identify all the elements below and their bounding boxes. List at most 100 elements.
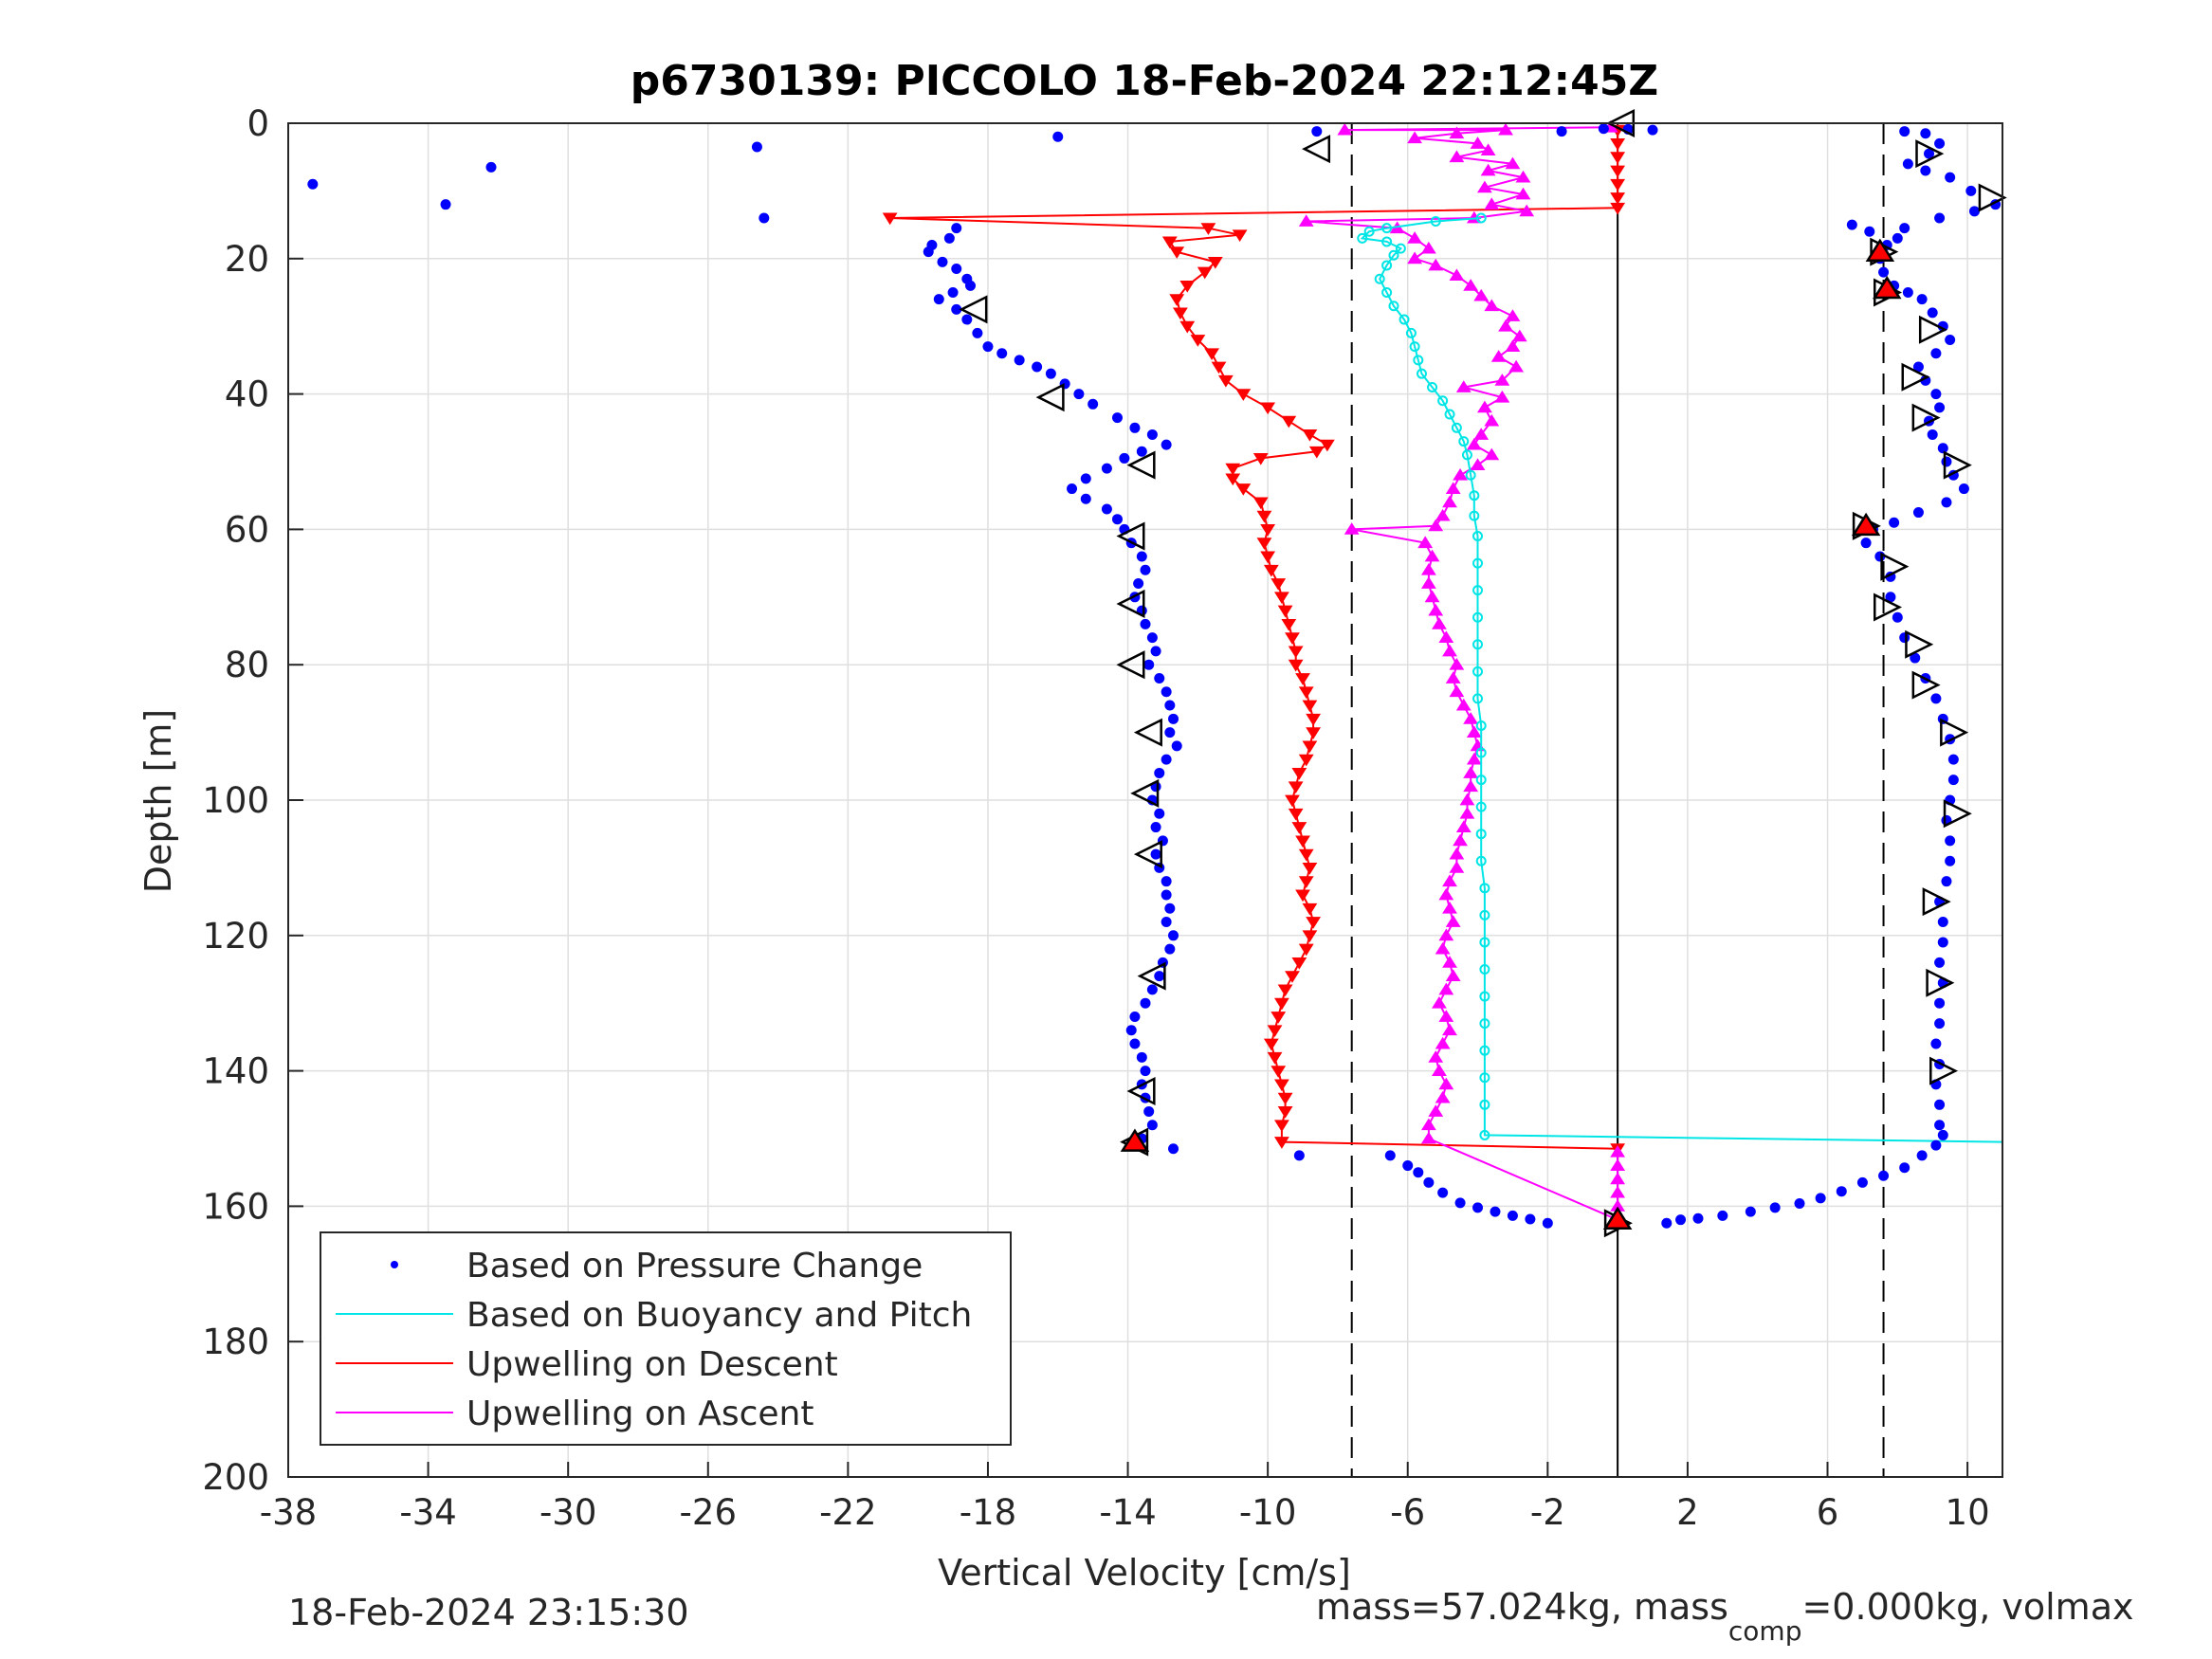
legend-label-ascent: Upwelling on Ascent xyxy=(466,1395,814,1433)
ascent-upwelling-point xyxy=(1435,508,1451,521)
pressure-change-point xyxy=(1958,483,1969,495)
buoyancy-point xyxy=(1479,1045,1490,1056)
buoyancy-point xyxy=(1388,249,1399,261)
pressure-change-point xyxy=(1846,219,1857,230)
pressure-change-point xyxy=(1892,232,1903,244)
ascent-upwelling-point xyxy=(1463,279,1479,291)
descent-upwelling-point xyxy=(1298,848,1314,862)
diagnostic-markers xyxy=(959,108,2007,1238)
pressure-change-point xyxy=(1717,1210,1728,1221)
pressure-change-point xyxy=(1143,659,1155,670)
ascent-upwelling-point xyxy=(1449,150,1465,163)
descent-diagnostic-marker xyxy=(1302,135,1331,164)
pressure-change-point xyxy=(1161,754,1172,765)
ascent-upwelling-point xyxy=(1505,339,1521,353)
pressure-change-point xyxy=(1941,497,1952,508)
x-tick-label: -22 xyxy=(819,1492,876,1533)
pressure-change-point xyxy=(1154,672,1165,684)
ascent-upwelling-point xyxy=(1477,400,1492,413)
descent-diagnostic-marker xyxy=(1133,718,1162,747)
ascent-upwelling-point xyxy=(1435,1090,1451,1103)
pressure-change-point xyxy=(1150,848,1161,860)
pressure-change-point xyxy=(1045,368,1056,379)
ascent-diagnostic-marker xyxy=(1901,362,1930,392)
pressure-change-point xyxy=(1423,1176,1435,1188)
mass-footer-tail: =0.000kg, volmax xyxy=(1801,1586,2133,1628)
ascent-upwelling-point xyxy=(1519,204,1535,217)
pressure-change-point xyxy=(1171,740,1182,752)
pressure-change-point xyxy=(947,287,959,298)
pressure-change-point xyxy=(1161,889,1172,901)
descent-upwelling-point xyxy=(1302,429,1318,442)
ascent-diagnostic-marker xyxy=(1873,592,1903,622)
ascent-upwelling-point xyxy=(1470,458,1486,470)
ascent-diagnostic-marker xyxy=(1943,799,1972,829)
descent-diagnostic-marker xyxy=(1116,521,1145,551)
buoyancy-point xyxy=(1395,243,1406,254)
pressure-change-point xyxy=(1937,917,1948,928)
buoyancy-point xyxy=(1381,223,1393,234)
descent-upwelling-point xyxy=(1267,1051,1283,1065)
legend-swatch-pressure xyxy=(391,1261,398,1268)
ascent-upwelling-point xyxy=(1508,359,1525,373)
pressure-change-point xyxy=(1930,1038,1942,1049)
buoyancy-point xyxy=(1458,436,1470,447)
ascent-upwelling-point xyxy=(1449,861,1465,873)
ascent-upwelling-point xyxy=(1407,231,1423,244)
descent-upwelling-point xyxy=(1267,1025,1283,1038)
ascent-upwelling-point xyxy=(1428,1104,1444,1117)
descent-upwelling-point xyxy=(1281,415,1297,428)
buoyancy-point xyxy=(1469,510,1480,521)
buoyancy-point xyxy=(1469,490,1480,501)
pressure-change-point xyxy=(1924,148,1935,159)
ascent-upwelling-point xyxy=(1428,1050,1444,1063)
pressure-change-point xyxy=(1402,1160,1414,1172)
buoyancy-point xyxy=(1479,991,1490,1002)
buoyancy-point xyxy=(1479,937,1490,948)
mass-footer-main: mass=57.024kg, mass xyxy=(1316,1586,1728,1628)
descent-upwelling-point xyxy=(1169,294,1185,306)
ascent-upwelling-point xyxy=(1484,197,1500,210)
ascent-upwelling-point xyxy=(1453,468,1468,481)
ascent-upwelling-point xyxy=(1494,374,1510,386)
ascent-upwelling-point xyxy=(1455,380,1472,392)
ascent-diagnostic-marker xyxy=(1922,887,1951,917)
y-tick-label: 120 xyxy=(202,916,269,957)
legend-label-buoyancy: Based on Buoyancy and Pitch xyxy=(466,1296,972,1335)
buoyancy-point xyxy=(1475,855,1487,866)
pressure-change-point xyxy=(1140,564,1151,575)
pressure-change-point xyxy=(1168,1143,1179,1155)
ascent-upwelling-point xyxy=(1484,299,1500,312)
descent-upwelling-point xyxy=(1610,192,1626,205)
pressure-change-point xyxy=(1154,971,1165,982)
pressure-change-point xyxy=(1164,943,1176,955)
descent-upwelling-point xyxy=(1260,551,1276,564)
pressure-change-point xyxy=(1878,1170,1890,1181)
pressure-change-point xyxy=(1161,686,1172,698)
y-tick-label: 40 xyxy=(225,374,269,415)
ascent-upwelling-point xyxy=(1445,969,1461,982)
pressure-change-point xyxy=(1860,538,1872,549)
ascent-upwelling-point xyxy=(1428,603,1444,616)
descent-upwelling-point xyxy=(1288,781,1304,793)
reference-lines xyxy=(1350,123,1885,1477)
buoyancy-point xyxy=(1475,829,1487,840)
buoyancy-point xyxy=(1475,212,1487,224)
pressure-change-point xyxy=(1902,158,1913,170)
buoyancy-point xyxy=(1479,883,1490,894)
ascent-upwelling-point xyxy=(1455,820,1472,832)
ascent-upwelling-point xyxy=(1463,712,1479,724)
y-tick-label: 100 xyxy=(202,780,269,821)
pressure-change-point xyxy=(1945,172,1956,183)
pressure-change-point xyxy=(1927,307,1938,319)
ascent-upwelling-point xyxy=(1407,131,1423,144)
x-tick-label: -2 xyxy=(1530,1492,1565,1533)
ascent-upwelling-point xyxy=(1505,156,1521,170)
pressure-change-point xyxy=(1472,1202,1484,1213)
pressure-change-point xyxy=(1945,855,1956,866)
pressure-change-point xyxy=(1930,348,1942,359)
ascent-diagnostic-marker xyxy=(1978,183,2007,212)
descent-diagnostic-marker xyxy=(1035,383,1065,412)
ascent-upwelling-point xyxy=(1449,126,1465,139)
pressure-change-point xyxy=(1794,1198,1805,1210)
